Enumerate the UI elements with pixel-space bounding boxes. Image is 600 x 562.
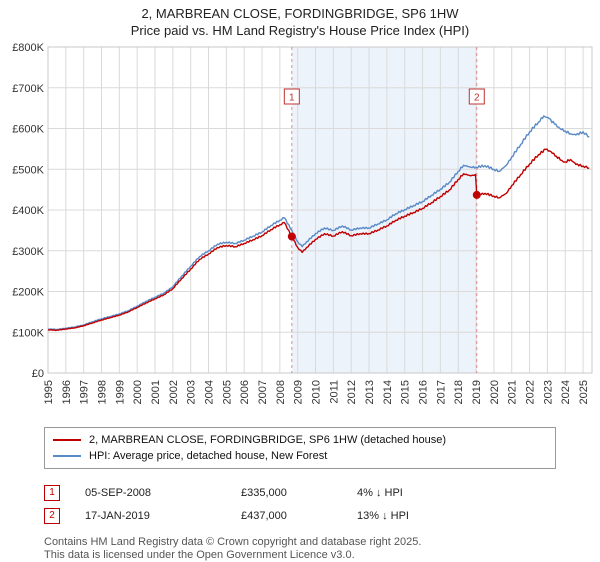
series-property-line (47, 148, 590, 332)
x-axis-label: 2011 (328, 380, 340, 404)
plot-border (47, 46, 593, 374)
footer-line1: Contains HM Land Registry data © Crown c… (44, 536, 422, 548)
x-axis-label: 2006 (239, 380, 251, 404)
x-axis-label: 2013 (364, 380, 376, 404)
y-axis-label: £200K (12, 287, 44, 299)
sale-price: £335,000 (241, 486, 287, 499)
sales-list: 1 05-SEP-2008 £335,000 4% ↓ HPI 2 17-JAN… (44, 481, 600, 527)
legend-sample (53, 455, 81, 457)
x-axis-label: 2016 (418, 380, 430, 404)
x-axis-label: 2020 (489, 380, 501, 404)
sale-number-badge: 1 (44, 484, 60, 501)
x-axis-label: 2015 (400, 380, 412, 404)
y-axis-label: £300K (12, 246, 44, 258)
sale-number-badge: 2 (44, 507, 60, 524)
x-axis-label: 1996 (61, 380, 73, 404)
y-axis-label: £500K (12, 164, 44, 176)
x-axis-label: 2003 (186, 380, 198, 404)
legend-label-property: 2, MARBREAN CLOSE, FORDINGBRIDGE, SP6 1H… (89, 434, 447, 446)
chart-header: 2, MARBREAN CLOSE, FORDINGBRIDGE, SP6 1H… (0, 0, 600, 39)
x-axis-label: 1998 (97, 380, 109, 404)
y-axis-label: £100K (12, 327, 44, 339)
x-axis-label: 2002 (168, 380, 180, 404)
y-axis-label: £800K (12, 42, 44, 54)
x-axis-label: 1995 (43, 380, 55, 404)
sale-flag-label: 1 (289, 93, 295, 104)
sale-marker-1 (287, 232, 296, 241)
x-axis-label: 2017 (435, 380, 447, 404)
x-axis-label: 2019 (471, 380, 483, 404)
x-axis-label: 1997 (79, 380, 91, 404)
x-axis-label: 2012 (346, 380, 358, 404)
y-axis-label: £400K (12, 205, 44, 217)
license-footer: Contains HM Land Registry data © Crown c… (44, 536, 600, 562)
price-chart: 1 2 £0 £100K £200K £300K £400K £500K £600K £700K £… (12, 42, 593, 404)
x-axis-label: 2004 (204, 380, 216, 404)
legend-row-hpi: HPI: Average price, detached house, New … (53, 448, 547, 464)
x-axis-label: 2007 (257, 380, 269, 404)
y-axis-label: £600K (12, 124, 44, 136)
sale-flag-box-1 (283, 88, 300, 105)
sale-date: 17-JAN-2019 (85, 509, 150, 522)
sale-marker-2 (472, 190, 481, 199)
y-axis-label: £700K (12, 83, 44, 95)
x-axis-label: 2008 (275, 380, 287, 404)
x-axis-label: 2021 (507, 380, 519, 404)
x-axis-label: 2018 (453, 380, 465, 404)
page-title: 2, MARBREAN CLOSE, FORDINGBRIDGE, SP6 1H… (141, 6, 459, 21)
x-axis-label: 2022 (525, 380, 537, 404)
sale-hpi-diff: 4% ↓ HPI (357, 486, 403, 499)
sale-date: 05-SEP-2008 (85, 486, 152, 499)
chart-legend: 2, MARBREAN CLOSE, FORDINGBRIDGE, SP6 1H… (44, 427, 556, 469)
x-axis-label: 2001 (150, 380, 162, 404)
sale-flag-box-2 (468, 88, 485, 105)
x-axis-label: 2023 (542, 380, 554, 404)
series-hpi-line (47, 115, 590, 331)
legend-label-hpi: HPI: Average price, detached house, New … (89, 450, 328, 462)
x-axis-label: 2010 (311, 380, 323, 404)
x-axis-label: 2024 (560, 380, 572, 404)
sale-hpi-diff: 13% ↓ HPI (357, 509, 409, 522)
x-axis-label: 2000 (132, 380, 144, 404)
legend-sample (53, 439, 81, 441)
page-subtitle: Price paid vs. HM Land Registry's House … (130, 23, 470, 38)
x-axis-label: 2009 (293, 380, 305, 404)
y-axis-label: £0 (32, 368, 44, 380)
x-axis-label: 2025 (578, 380, 590, 404)
x-axis-label: 2005 (221, 380, 233, 404)
footer-line2: This data is licensed under the Open Gov… (44, 549, 355, 561)
x-axis-label: 2014 (382, 380, 394, 404)
legend-row-property: 2, MARBREAN CLOSE, FORDINGBRIDGE, SP6 1H… (53, 432, 547, 448)
sale-price: £437,000 (241, 509, 287, 522)
sale-flag-label: 2 (474, 93, 480, 104)
x-axis-label: 1999 (114, 380, 126, 404)
sale-row-2: 2 17-JAN-2019 £437,000 13% ↓ HPI (44, 504, 600, 527)
sale-row-1: 1 05-SEP-2008 £335,000 4% ↓ HPI (44, 481, 600, 504)
